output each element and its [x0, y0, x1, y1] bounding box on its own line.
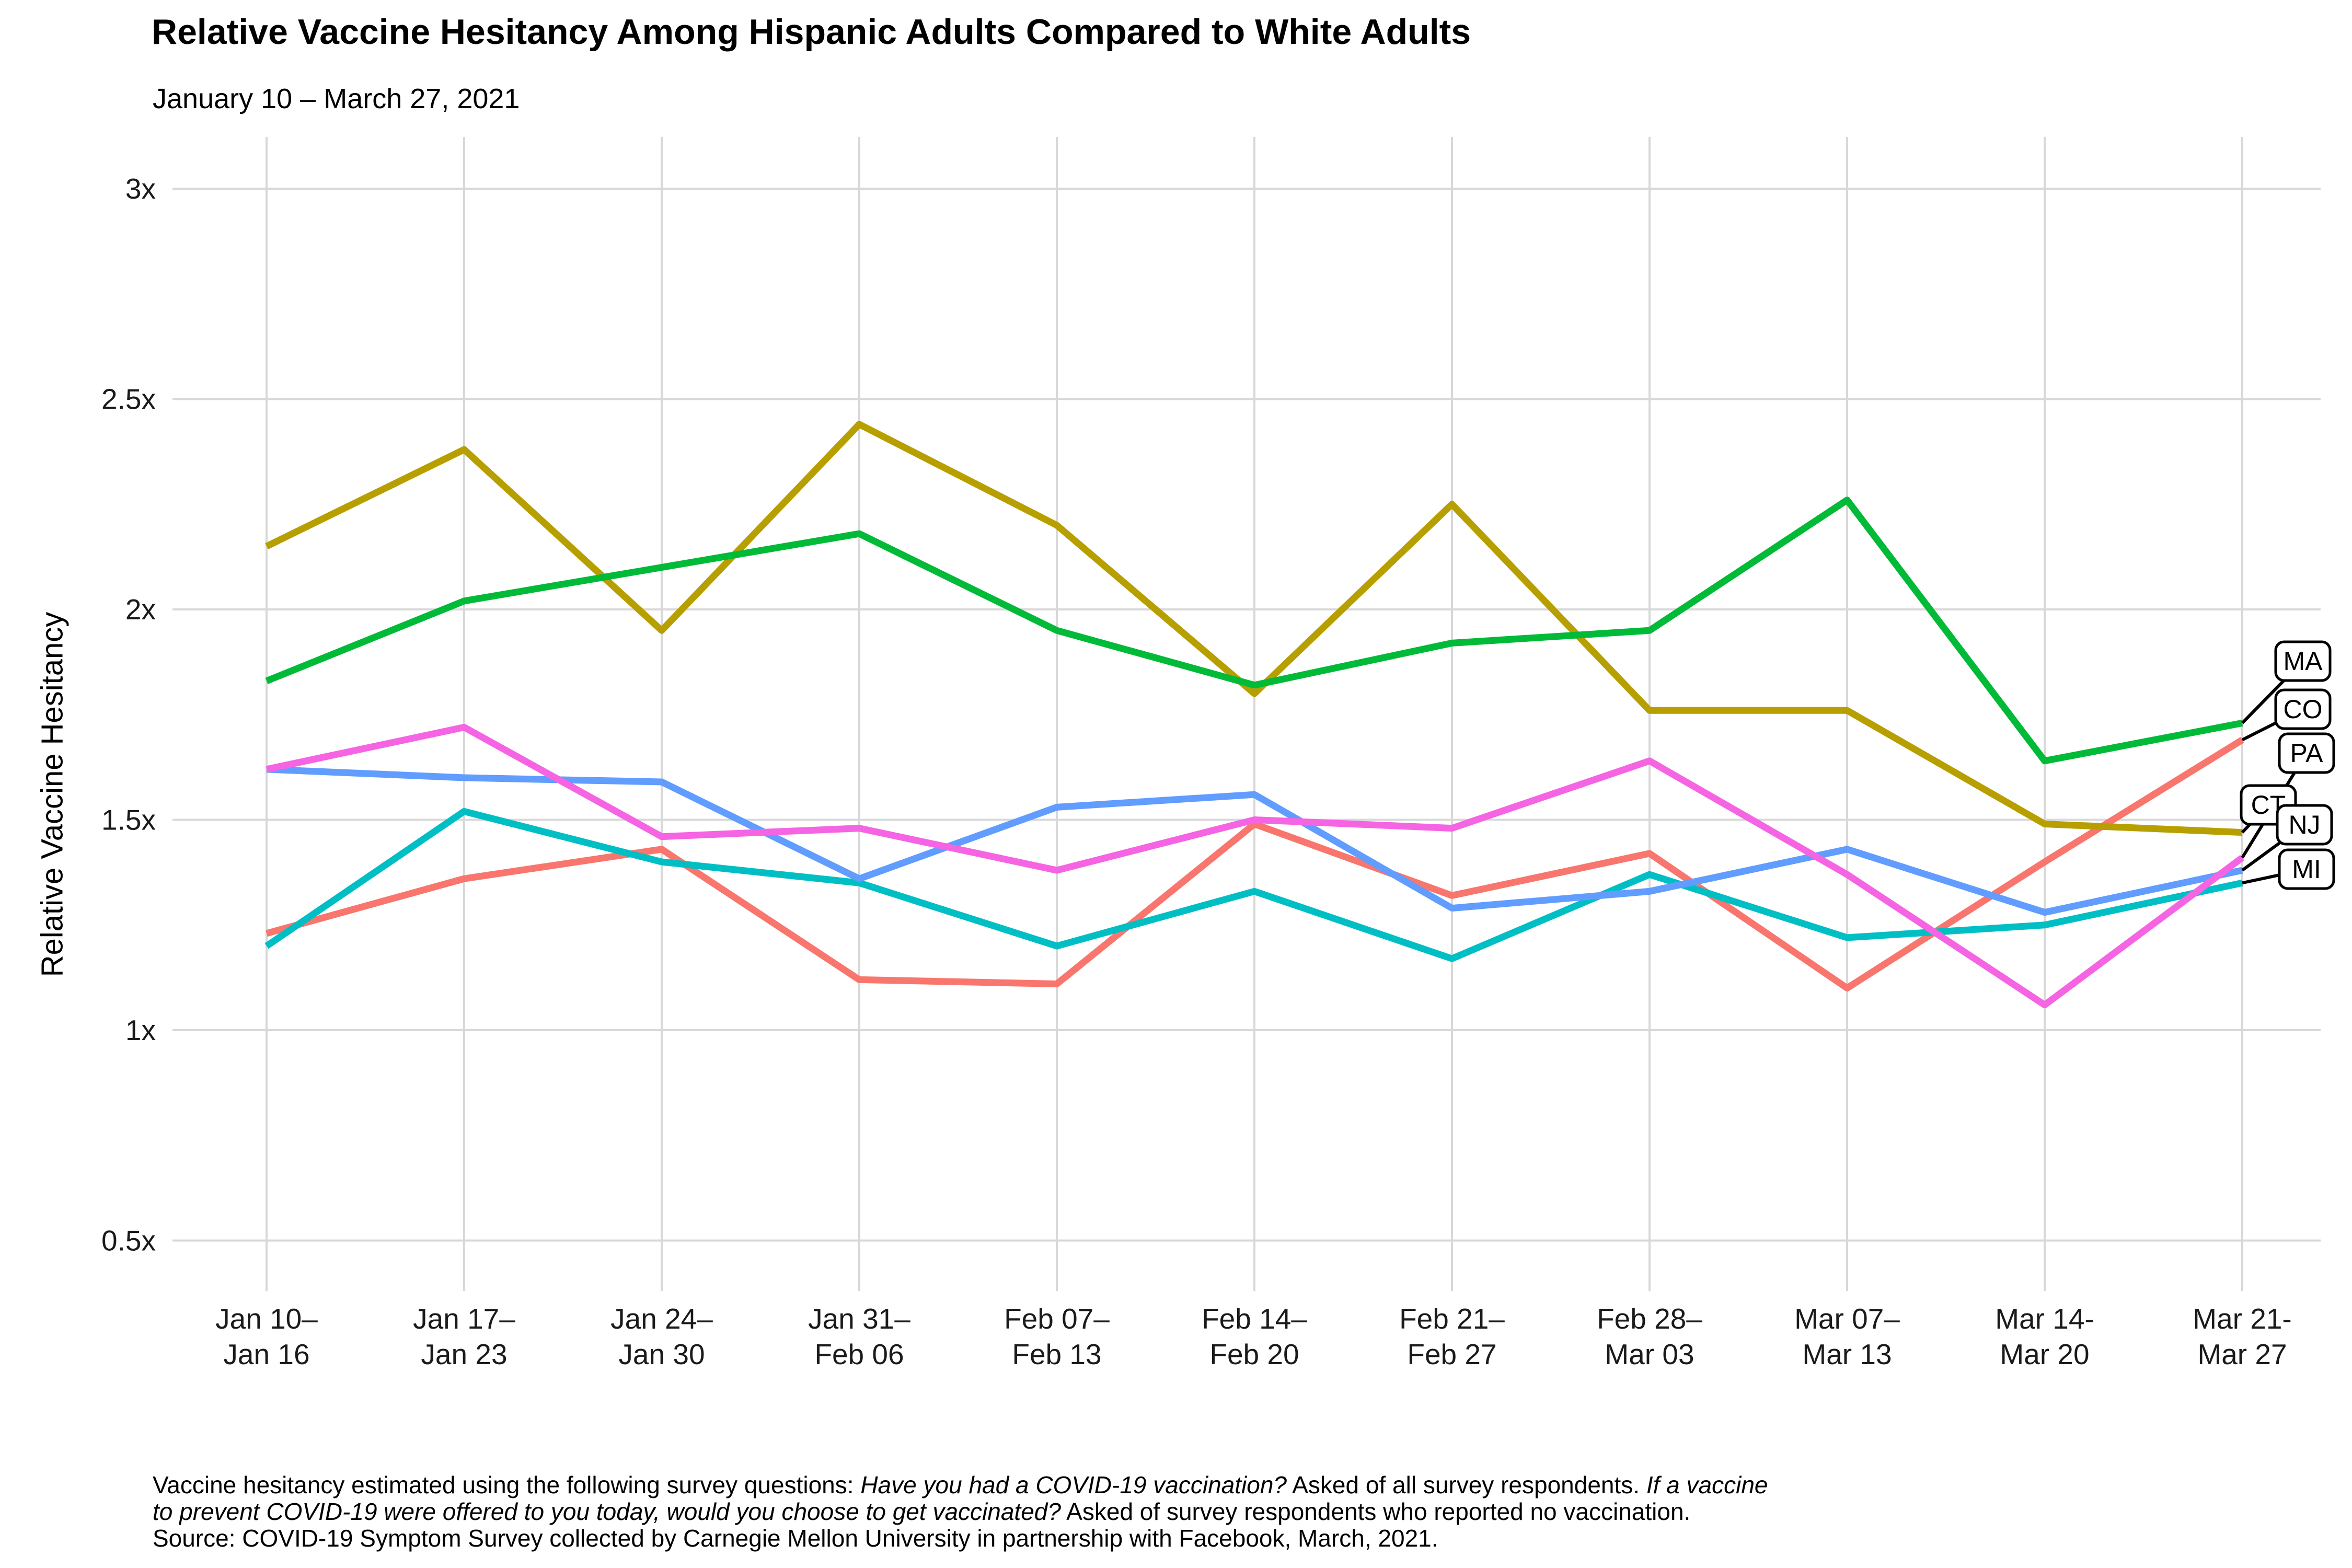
series-label-box [2278, 848, 2335, 890]
series-label-text: MA [2284, 647, 2323, 676]
series-line-NJ [266, 766, 2243, 916]
x-tick-label: Jan 10– Jan 16 [215, 1302, 318, 1370]
series-label-box [2276, 804, 2333, 846]
series-line-PA [266, 723, 2244, 1009]
y-tick-label: 1.5x [101, 804, 156, 836]
series-label-text: NJ [2288, 810, 2320, 839]
series-line-CO [266, 737, 2244, 991]
series-label-MI: MI [2278, 848, 2335, 890]
series-line-CT [265, 421, 2243, 836]
series-label-text: PA [2290, 739, 2324, 768]
caption-line: to prevent COVID-19 were offered to you … [153, 1498, 1691, 1525]
x-tick-label: Feb 21– Feb 27 [1399, 1302, 1505, 1370]
x-tick-label: Mar 21-Mar 27 [2193, 1302, 2292, 1370]
chart-subtitle: January 10 – March 27, 2021 [153, 83, 520, 114]
y-tick-label: 3x [125, 172, 156, 205]
chart-title: Relative Vaccine Hesitancy Among Hispani… [152, 12, 1471, 52]
y-tick-label: 1x [125, 1014, 156, 1046]
x-tick-label: Feb 14– Feb 20 [1202, 1302, 1307, 1370]
chart-caption: Vaccine hesitancy estimated using the fo… [153, 1472, 1768, 1552]
series-line-MA [265, 497, 2243, 765]
x-tick-label: Mar 07– Mar 13 [1794, 1302, 1900, 1370]
x-tick-label: Jan 31– Feb 06 [808, 1302, 910, 1370]
x-tick-label: Feb 07– Feb 13 [1004, 1302, 1110, 1370]
series-label-PA: PA [2278, 732, 2335, 774]
y-tick-label: 0.5x [101, 1225, 156, 1257]
series-label-NJ: NJ [2276, 804, 2333, 846]
y-tick-label: 2.5x [101, 383, 156, 416]
caption-line: Vaccine hesitancy estimated using the fo… [153, 1471, 1768, 1498]
series-label-CO: CO [2274, 688, 2332, 730]
series-label-text: CO [2284, 695, 2323, 724]
series-label-box [2274, 640, 2332, 682]
x-tick-label: Mar 14-Mar 20 [1995, 1302, 2094, 1370]
series-label-text: MI [2292, 855, 2321, 884]
series-label-box [2274, 688, 2332, 730]
series-line-MI [264, 808, 2243, 962]
y-tick-label: 2x [125, 593, 156, 626]
x-tick-label: Jan 17– Jan 23 [413, 1302, 515, 1370]
caption-line: Source: COVID-19 Symptom Survey collecte… [153, 1525, 1438, 1552]
x-tick-label: Feb 28– Mar 03 [1597, 1302, 1702, 1370]
series-label-MA: MA [2274, 640, 2332, 682]
x-tick-label: Jan 24– Jan 30 [610, 1302, 713, 1370]
series-label-box [2278, 732, 2335, 774]
